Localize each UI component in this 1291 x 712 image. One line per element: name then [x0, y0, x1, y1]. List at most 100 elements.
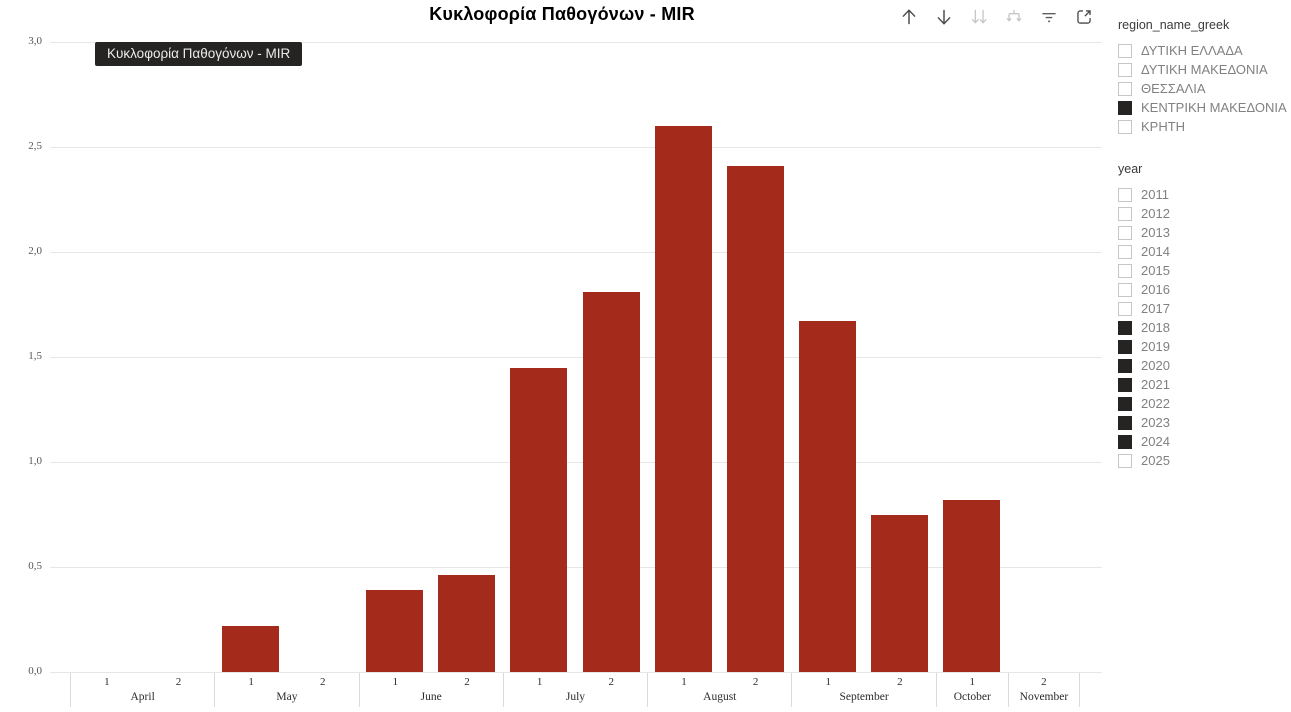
expand-all-down-icon[interactable]	[1003, 6, 1025, 28]
year-option[interactable]: 2012	[1118, 204, 1288, 223]
y-tick-label: 0,5	[28, 560, 42, 572]
bar-june-2[interactable]	[438, 575, 496, 672]
year-option-label: 2017	[1141, 301, 1170, 316]
year-option[interactable]: 2016	[1118, 280, 1288, 299]
month-group: 1 2 June	[358, 673, 503, 707]
month-label: August	[703, 691, 737, 703]
bar-august-2[interactable]	[726, 165, 784, 672]
gridline	[50, 462, 1102, 463]
checkbox-unchecked-icon[interactable]	[1118, 119, 1132, 134]
year-option[interactable]: 2023	[1118, 413, 1288, 432]
year-filter-header: year	[1118, 162, 1143, 176]
drill-up-icon[interactable]	[898, 6, 920, 28]
fortnight-label: 1	[536, 676, 543, 688]
year-option-label: 2021	[1141, 377, 1170, 392]
checkbox-unchecked-icon[interactable]	[1118, 62, 1132, 77]
year-option[interactable]: 2024	[1118, 432, 1288, 451]
year-option-label: 2020	[1141, 358, 1170, 373]
checkbox-checked-icon[interactable]	[1118, 320, 1132, 335]
bar-june-1[interactable]	[366, 590, 424, 672]
checkbox-unchecked-icon[interactable]	[1118, 263, 1132, 278]
month-label: November	[1019, 691, 1069, 703]
checkbox-checked-icon[interactable]	[1118, 415, 1132, 430]
month-group: 1 2 July	[502, 673, 647, 707]
year-option-label: 2019	[1141, 339, 1170, 354]
checkbox-unchecked-icon[interactable]	[1118, 282, 1132, 297]
year-option[interactable]: 2014	[1118, 242, 1288, 261]
checkbox-checked-icon[interactable]	[1118, 100, 1132, 115]
year-option[interactable]: 2018	[1118, 318, 1288, 337]
filter-icon[interactable]	[1038, 6, 1060, 28]
year-option-label: 2016	[1141, 282, 1170, 297]
region-option[interactable]: ΘΕΣΣΑΛΙΑ	[1118, 79, 1288, 98]
bar-august-1[interactable]	[654, 126, 712, 672]
region-option-label: ΔΥΤΙΚΗ ΜΑΚΕΔΟΝΙΑ	[1141, 62, 1268, 77]
checkbox-unchecked-icon[interactable]	[1118, 453, 1132, 468]
fortnight-label: 1	[104, 676, 110, 688]
bar-september-1[interactable]	[799, 321, 856, 672]
checkbox-unchecked-icon[interactable]	[1118, 244, 1132, 259]
bar-may-1[interactable]	[221, 625, 279, 672]
region-option[interactable]: ΔΥΤΙΚΗ ΜΑΚΕΔΟΝΙΑ	[1118, 60, 1288, 79]
year-option[interactable]: 2015	[1118, 261, 1288, 280]
year-option[interactable]: 2011	[1118, 185, 1288, 204]
gridline	[50, 252, 1102, 253]
checkbox-unchecked-icon[interactable]	[1118, 206, 1132, 221]
y-tick-label: 2,5	[28, 140, 42, 152]
checkbox-unchecked-icon[interactable]	[1118, 81, 1132, 96]
year-option[interactable]: 2013	[1118, 223, 1288, 242]
year-option[interactable]: 2022	[1118, 394, 1288, 413]
visual-header-toolbar	[898, 6, 1095, 28]
checkbox-checked-icon[interactable]	[1118, 396, 1132, 411]
region-option-label: ΚΡΗΤΗ	[1141, 119, 1186, 134]
month-group: 2 November	[1007, 673, 1080, 707]
checkbox-unchecked-icon[interactable]	[1118, 187, 1132, 202]
year-option-label: 2025	[1141, 453, 1170, 468]
month-label: June	[420, 691, 442, 703]
region-option[interactable]: ΔΥΤΙΚΗ ΕΛΛΑΔΑ	[1118, 41, 1288, 60]
bar-july-1[interactable]	[510, 367, 568, 672]
fortnight-label: 1	[392, 676, 399, 688]
fortnight-label: 2	[175, 676, 182, 688]
month-group: 1 October	[935, 673, 1008, 707]
filter-panel: region_name_greek ΔΥΤΙΚΗ ΕΛΛΑΔΑ ΔΥΤΙΚΗ ΜΑ…	[1118, 18, 1288, 470]
month-group: 1 2 September	[791, 673, 935, 707]
checkbox-unchecked-icon[interactable]	[1118, 43, 1132, 58]
year-option-label: 2015	[1141, 263, 1170, 278]
year-filter-list: 2011 2012 2013 2014 2015 2016 2017 2018 2019 2020…	[1118, 185, 1288, 470]
gridline	[50, 42, 1102, 43]
region-option[interactable]: ΚΡΗΤΗ	[1118, 117, 1288, 136]
bar-september-2[interactable]	[871, 514, 929, 672]
year-option[interactable]: 2021	[1118, 375, 1288, 394]
gridline	[50, 672, 1102, 673]
year-option[interactable]: 2017	[1118, 299, 1288, 318]
checkbox-checked-icon[interactable]	[1118, 358, 1132, 373]
year-option-label: 2022	[1141, 396, 1170, 411]
bar-july-2[interactable]	[582, 291, 640, 672]
month-group: 1 2 April	[70, 673, 214, 707]
fortnight-label: 2	[319, 676, 326, 688]
year-option[interactable]: 2019	[1118, 337, 1288, 356]
checkbox-unchecked-icon[interactable]	[1118, 225, 1132, 240]
fortnight-label: 1	[969, 676, 976, 688]
year-option[interactable]: 2025	[1118, 451, 1288, 470]
region-option[interactable]: ΚΕΝΤΡΙΚΗ ΜΑΚΕΔΟΝΙΑ	[1118, 98, 1288, 117]
checkbox-unchecked-icon[interactable]	[1118, 301, 1132, 316]
year-option[interactable]: 2020	[1118, 356, 1288, 375]
month-label: October	[953, 691, 991, 703]
go-to-next-level-icon[interactable]	[968, 6, 990, 28]
checkbox-checked-icon[interactable]	[1118, 339, 1132, 354]
year-option-label: 2013	[1141, 225, 1170, 240]
checkbox-checked-icon[interactable]	[1118, 434, 1132, 449]
y-tick-label: 2,0	[28, 245, 42, 257]
focus-mode-icon[interactable]	[1073, 6, 1095, 28]
bar-october-1[interactable]	[943, 499, 1001, 672]
region-filter-list: ΔΥΤΙΚΗ ΕΛΛΑΔΑ ΔΥΤΙΚΗ ΜΑΚΕΔΟΝΙΑ ΘΕΣΣΑΛΙΑ ΚΕΝ…	[1118, 41, 1288, 136]
checkbox-checked-icon[interactable]	[1118, 377, 1132, 392]
y-tick-label: 1,5	[28, 350, 42, 362]
fortnight-label: 2	[1041, 676, 1047, 688]
y-tick-label: 1,0	[28, 455, 42, 467]
month-group: 1 2 August	[647, 673, 791, 707]
drill-down-icon[interactable]	[933, 6, 955, 28]
